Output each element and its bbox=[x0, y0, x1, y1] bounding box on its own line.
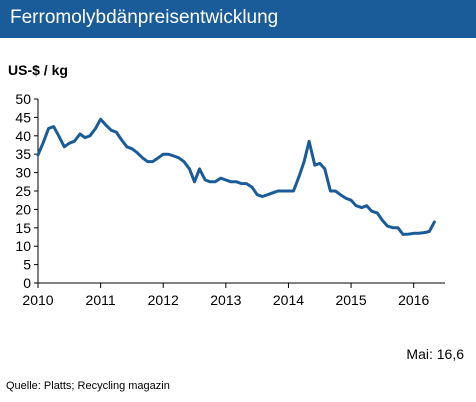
x-tick-label: 2015 bbox=[335, 292, 366, 308]
y-tick-label: 45 bbox=[15, 109, 31, 125]
y-tick-label: 30 bbox=[15, 165, 31, 181]
title-bar: Ferromolybdänpreisentwicklung bbox=[0, 0, 476, 38]
latest-value-note: Mai: 16,6 bbox=[406, 346, 464, 362]
y-tick-label: 5 bbox=[23, 257, 31, 273]
y-tick-label: 10 bbox=[15, 238, 31, 254]
price-series-line bbox=[36, 117, 436, 236]
y-tick-label: 25 bbox=[15, 183, 31, 199]
x-tick-label: 2016 bbox=[398, 292, 429, 308]
y-tick-label: 20 bbox=[15, 201, 31, 217]
y-tick-label: 50 bbox=[15, 91, 31, 107]
x-tick-label: 2013 bbox=[210, 292, 241, 308]
source-note: Quelle: Platts; Recycling magazin bbox=[6, 380, 170, 392]
y-tick-label: 35 bbox=[15, 146, 31, 162]
x-tick-label: 2011 bbox=[86, 292, 116, 308]
y-tick-label: 15 bbox=[15, 220, 31, 236]
y-tick-label: 0 bbox=[23, 275, 31, 291]
x-tick-label: 2012 bbox=[148, 292, 179, 308]
x-tick-label: 2014 bbox=[273, 292, 304, 308]
y-tick-label: 40 bbox=[15, 128, 31, 144]
x-tick-label: 2010 bbox=[22, 292, 53, 308]
chart-title: Ferromolybdänpreisentwicklung bbox=[10, 7, 279, 28]
y-axis-unit-label: US-$ / kg bbox=[8, 62, 68, 78]
